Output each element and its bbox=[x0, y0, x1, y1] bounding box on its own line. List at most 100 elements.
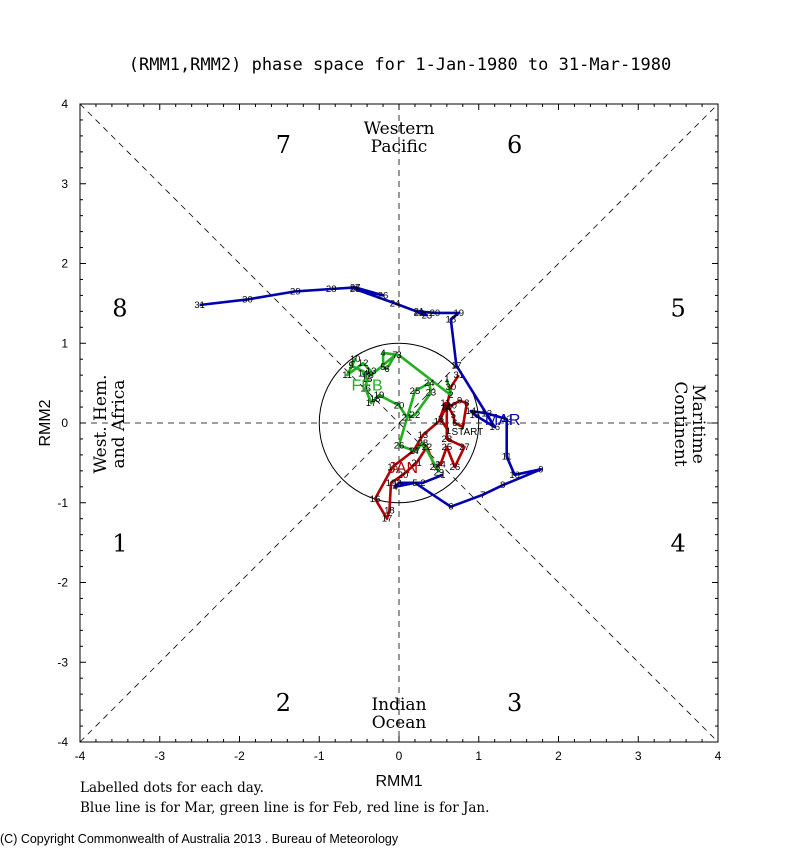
day-label: 4 bbox=[446, 402, 451, 413]
day-label: 12 bbox=[358, 358, 369, 369]
month-labels: JAN FEB MAR bbox=[352, 378, 521, 477]
day-label: 9 bbox=[538, 464, 543, 475]
day-label: 24 bbox=[435, 459, 446, 470]
day-label: 11 bbox=[440, 398, 450, 409]
day-label: 17 bbox=[382, 514, 393, 525]
day-label: 30 bbox=[242, 294, 253, 305]
day-label: 14 bbox=[408, 446, 419, 457]
day-label: 26 bbox=[450, 462, 461, 473]
y-tick-label: 4 bbox=[61, 97, 68, 111]
day-label: 25 bbox=[442, 442, 453, 453]
day-label: 25 bbox=[350, 284, 361, 295]
x-tick-label: 2 bbox=[555, 749, 562, 763]
day-label: 7 bbox=[392, 350, 397, 361]
day-label: 5 bbox=[412, 478, 417, 489]
day-label: 21 bbox=[411, 458, 422, 469]
start-label: START bbox=[451, 427, 483, 438]
day-label: 31 bbox=[194, 300, 205, 311]
day-label: 6 bbox=[448, 502, 453, 513]
day-label: 29 bbox=[434, 467, 445, 478]
day-label: 28 bbox=[326, 284, 337, 295]
day-label: 1 bbox=[446, 426, 451, 437]
x-tick-label: -1 bbox=[314, 749, 325, 763]
day-label: 22 bbox=[422, 442, 433, 453]
x-tick-label: 3 bbox=[635, 749, 642, 763]
day-label: 8 bbox=[464, 398, 469, 409]
day-label: 3 bbox=[396, 350, 401, 361]
day-label: 12 bbox=[434, 416, 445, 427]
day-label: 19 bbox=[386, 478, 397, 489]
day-label: 22 bbox=[414, 308, 425, 319]
phase-label: 1 bbox=[112, 530, 127, 558]
day-label: 21 bbox=[414, 306, 425, 317]
x-tick-label: -4 bbox=[75, 749, 86, 763]
phase-boundaries bbox=[79, 103, 719, 743]
day-label: 17 bbox=[366, 398, 377, 409]
day-label: 30 bbox=[446, 382, 457, 393]
day-label: 26 bbox=[378, 290, 389, 301]
month-label-mar: MAR bbox=[485, 412, 521, 429]
day-label: 15 bbox=[387, 462, 398, 473]
day-label: 5 bbox=[380, 362, 385, 373]
day-label: 6 bbox=[452, 418, 457, 429]
chart-title: (RMM1,RMM2) phase space for 1-Jan-1980 t… bbox=[128, 55, 672, 75]
x-tick-label: 1 bbox=[475, 749, 482, 763]
day-label: 24 bbox=[424, 378, 435, 389]
day-label: 1 bbox=[440, 470, 445, 481]
day-label: 16 bbox=[360, 384, 371, 395]
x-axis-label: RMM1 bbox=[375, 773, 422, 790]
day-label: 14 bbox=[358, 369, 369, 380]
day-label: 2 bbox=[448, 390, 453, 401]
day-label: 19 bbox=[454, 308, 465, 319]
day-label: 23 bbox=[426, 388, 437, 399]
x-tick-label: 0 bbox=[396, 749, 403, 763]
unit-circle bbox=[318, 342, 480, 504]
day-label: 18 bbox=[384, 506, 395, 517]
day-label: 31 bbox=[454, 370, 465, 381]
y-tick-label: 2 bbox=[61, 257, 68, 271]
x-tick-label: 4 bbox=[715, 749, 722, 763]
phase-label: 5 bbox=[670, 294, 685, 322]
series-line-feb bbox=[345, 351, 453, 474]
day-label: 9 bbox=[349, 361, 354, 372]
day-label: 13 bbox=[366, 366, 377, 377]
day-label: 14 bbox=[465, 406, 476, 417]
day-label: 10 bbox=[509, 470, 520, 481]
day-label: 17 bbox=[451, 361, 462, 372]
day-label: 20 bbox=[398, 470, 409, 481]
x-tick-labels: -4 -3 -2 -1 0 1 2 3 4 bbox=[75, 749, 722, 763]
day-label: 1 bbox=[444, 374, 449, 385]
day-label: 7 bbox=[460, 422, 465, 433]
y-axis-label: RMM2 bbox=[37, 399, 54, 446]
region-west-hem-africa: West. Hem. bbox=[91, 375, 111, 474]
day-label: 4 bbox=[392, 482, 397, 493]
day-label: 13 bbox=[481, 408, 492, 419]
region-west-hem-africa: and Africa bbox=[109, 380, 129, 469]
phase-label: 3 bbox=[507, 689, 522, 717]
day-label: 29 bbox=[290, 286, 301, 297]
day-label: 18 bbox=[370, 394, 381, 405]
day-label: 26 bbox=[394, 440, 405, 451]
month-label-jan: JAN bbox=[388, 460, 418, 477]
region-western-pacific: Western bbox=[364, 119, 435, 139]
axis-ticks bbox=[79, 103, 719, 743]
month-label-feb: FEB bbox=[352, 378, 383, 395]
day-label: 28 bbox=[418, 438, 429, 449]
day-label: 22 bbox=[410, 410, 421, 421]
day-label: 2 bbox=[420, 478, 425, 489]
day-label: 27 bbox=[459, 442, 470, 453]
series-line-jan bbox=[373, 374, 469, 521]
region-indian-ocean: Indian bbox=[371, 695, 426, 715]
day-label: 20 bbox=[430, 308, 441, 319]
day-label: 11 bbox=[502, 451, 512, 462]
phase-label: 6 bbox=[507, 131, 522, 159]
day-label: 3 bbox=[443, 404, 448, 415]
day-label: 2 bbox=[438, 414, 443, 425]
day-label: 15 bbox=[469, 410, 480, 421]
x-tick-label: -2 bbox=[234, 749, 245, 763]
day-label: 10 bbox=[350, 354, 361, 365]
y-tick-label: -1 bbox=[57, 496, 68, 510]
